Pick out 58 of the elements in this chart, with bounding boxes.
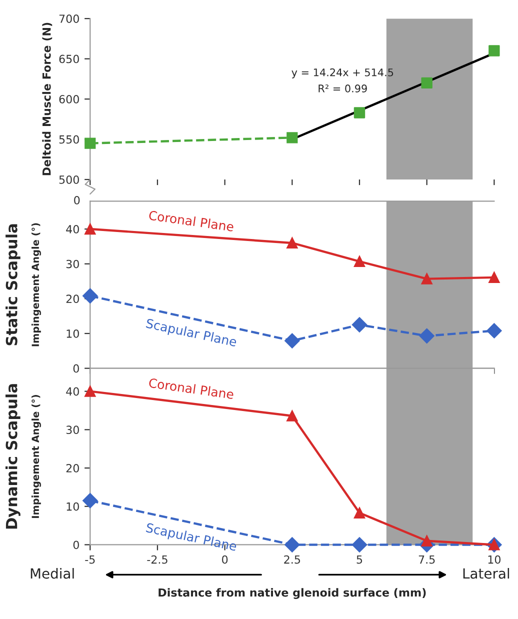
point [421, 273, 432, 284]
x-tick-label: -2.5 [147, 555, 168, 564]
annotation: R² = 0.99 [318, 84, 367, 92]
annotation: y = 14.24x + 514.5 [292, 68, 394, 78]
point [82, 288, 98, 304]
text: Dynamic Scapula [5, 384, 20, 529]
x-tick-label: 5 [356, 555, 362, 564]
point [286, 132, 298, 144]
point [354, 107, 366, 118]
text: Lateral [463, 568, 510, 579]
x-tick-label: -5 [85, 555, 95, 564]
x-tick-label: 10 [488, 555, 501, 564]
point [286, 237, 298, 249]
x-tick-label: 0 [222, 555, 228, 564]
y-tick-label: 10 [66, 329, 79, 338]
y-tick-label: 10 [66, 502, 79, 511]
text: Scapular Plane [145, 318, 238, 350]
y-tick-label: 40 [66, 225, 79, 234]
y-tick-label: 0 [73, 364, 79, 373]
y-tick-label: 550 [59, 135, 79, 144]
y-axis-title: Impingement Angle (°) [32, 223, 42, 346]
point [419, 328, 434, 344]
point [421, 77, 432, 89]
text: Medial [30, 568, 74, 579]
point [84, 223, 96, 235]
y-axis-title: Deltoid Muscle Force (N) [42, 22, 52, 176]
y-tick-label: 650 [59, 54, 79, 64]
point [284, 333, 300, 348]
x-tick-label: 2.5 [284, 555, 300, 564]
point [354, 507, 366, 518]
text: Coronal Plane [148, 378, 234, 400]
point [486, 323, 502, 338]
y-axis-title: Impingement Angle (°) [32, 395, 42, 518]
point [421, 535, 432, 546]
text: Static Scapula [6, 224, 20, 346]
text: Coronal Plane [148, 210, 234, 232]
y-tick-label: 20 [66, 294, 79, 304]
point [286, 410, 298, 422]
text: Scapular Plane [145, 522, 238, 554]
point [84, 386, 96, 397]
x-tick-label: 7.5 [418, 555, 435, 564]
point [284, 537, 300, 552]
y-tick-label: 600 [59, 95, 79, 104]
y-tick-label: 30 [66, 260, 79, 268]
y-tick-label: 20 [66, 464, 79, 472]
point [352, 537, 368, 552]
y-tick-label: 30 [66, 426, 79, 434]
point [84, 138, 96, 149]
x-axis-title: Distance from native glenoid surface (mm) [158, 588, 426, 599]
point [352, 317, 368, 332]
point [82, 493, 98, 508]
y-tick-label: 500 [59, 175, 79, 184]
y-tick-label: 40 [66, 387, 79, 396]
y-tick-label: 700 [59, 14, 79, 23]
point [488, 272, 500, 283]
point [488, 45, 500, 56]
y-tick-label: 0 [73, 540, 79, 550]
point [354, 256, 366, 267]
